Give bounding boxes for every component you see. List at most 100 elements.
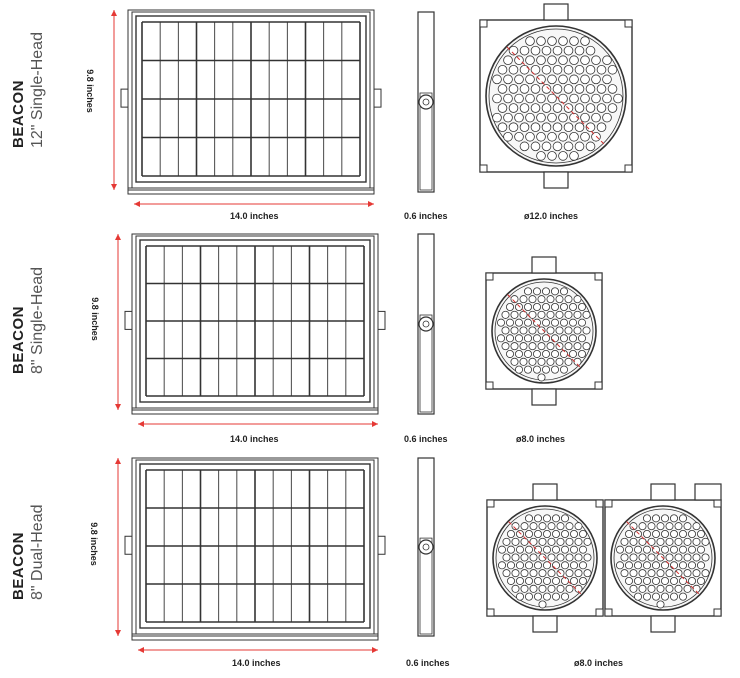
led-lens xyxy=(519,122,530,132)
led-lens xyxy=(538,537,547,546)
led-lens xyxy=(516,592,525,601)
led-lens xyxy=(497,545,506,554)
led-lens xyxy=(665,522,674,531)
led-lens xyxy=(515,302,524,311)
led-lens xyxy=(497,64,508,75)
side-pivot-bolt-inner xyxy=(422,543,430,551)
led-lens xyxy=(529,569,538,578)
led-lens xyxy=(519,295,528,304)
led-lens xyxy=(505,334,514,343)
led-lens xyxy=(551,349,560,358)
led-lens xyxy=(692,569,701,578)
led-lens xyxy=(574,64,585,75)
housing-corner-tab xyxy=(594,272,603,281)
housing-corner-tab xyxy=(595,499,604,508)
led-lens xyxy=(496,334,505,343)
led-lens xyxy=(560,302,569,311)
led-lens xyxy=(569,349,578,358)
led-lens xyxy=(570,545,579,554)
led-lens xyxy=(534,561,543,570)
led-lens xyxy=(536,74,546,85)
led-lens xyxy=(607,64,618,75)
led-lens xyxy=(492,93,502,104)
led-lens xyxy=(683,522,692,531)
led-lens xyxy=(552,122,563,132)
led-lens xyxy=(674,553,683,562)
led-lens xyxy=(638,569,647,578)
led-lens xyxy=(602,112,612,123)
top-mount-clamp xyxy=(532,483,558,501)
led-lens xyxy=(511,553,520,562)
led-lens xyxy=(583,569,592,578)
led-lens xyxy=(525,131,535,142)
led-lens xyxy=(547,522,556,531)
diameter-line xyxy=(626,521,700,595)
led-lens xyxy=(508,103,519,113)
led-lens xyxy=(579,545,588,554)
top-mount-clamp xyxy=(543,3,569,21)
solar-panel-front xyxy=(115,233,386,427)
led-lens xyxy=(585,103,596,113)
led-lens xyxy=(525,36,535,46)
led-lens xyxy=(569,318,578,327)
led-lens xyxy=(536,36,546,46)
led-lens xyxy=(533,334,542,343)
led-lens xyxy=(616,545,625,554)
depth-dimension-label: 0.6 inches xyxy=(404,211,448,221)
dimension-arrowhead xyxy=(368,201,374,207)
led-lens xyxy=(515,365,524,374)
led-lens xyxy=(546,342,555,351)
led-lens xyxy=(591,74,601,85)
led-lens xyxy=(596,64,607,75)
led-lens xyxy=(551,318,560,327)
led-lens xyxy=(511,569,520,578)
led-lens xyxy=(528,326,537,335)
led-lens xyxy=(652,592,661,601)
top-mount-clamp xyxy=(694,483,722,501)
led-lens xyxy=(514,131,524,142)
led-lens xyxy=(508,84,519,94)
dimension-arrowhead xyxy=(115,630,121,636)
top-mount-clamp xyxy=(531,256,557,274)
led-lens xyxy=(688,529,697,538)
led-lens xyxy=(578,302,587,311)
led-lens xyxy=(558,131,568,142)
led-lens xyxy=(563,64,574,75)
led-lens xyxy=(665,569,674,578)
led-lens xyxy=(670,592,679,601)
led-lens xyxy=(620,569,629,578)
led-lens xyxy=(537,310,546,319)
led-lens xyxy=(506,545,515,554)
led-lens xyxy=(503,93,513,104)
led-lens xyxy=(510,357,519,366)
led-lens xyxy=(538,522,547,531)
depth-dimension-label: 0.6 inches xyxy=(404,434,448,444)
led-lens xyxy=(537,295,546,304)
panel-side-view xyxy=(417,11,435,193)
led-lens xyxy=(692,537,701,546)
led-lens xyxy=(510,310,519,319)
led-lens xyxy=(516,576,525,585)
led-lens xyxy=(602,93,612,104)
led-lens xyxy=(547,112,557,123)
led-lens xyxy=(528,310,537,319)
led-lens xyxy=(510,326,519,335)
led-lens xyxy=(561,545,570,554)
led-lens xyxy=(656,553,665,562)
beacon-diameter-label: ø12.0 inches xyxy=(524,211,579,221)
beacon-diameter-label: ø8.0 inches xyxy=(574,658,624,668)
led-lens xyxy=(558,112,568,123)
led-lens xyxy=(508,122,519,132)
dimension-arrowhead xyxy=(372,647,378,653)
side-pivot-bolt-inner xyxy=(422,320,430,328)
led-lens xyxy=(569,151,579,161)
led-lens xyxy=(565,522,574,531)
led-lens xyxy=(492,112,502,123)
bottom-mount-clamp xyxy=(531,388,557,406)
led-lens xyxy=(520,569,529,578)
led-lens xyxy=(503,55,513,66)
mount-bolt-left xyxy=(124,535,133,555)
led-lens xyxy=(569,131,579,142)
housing-corner-tab xyxy=(479,164,488,173)
led-lens xyxy=(643,576,652,585)
